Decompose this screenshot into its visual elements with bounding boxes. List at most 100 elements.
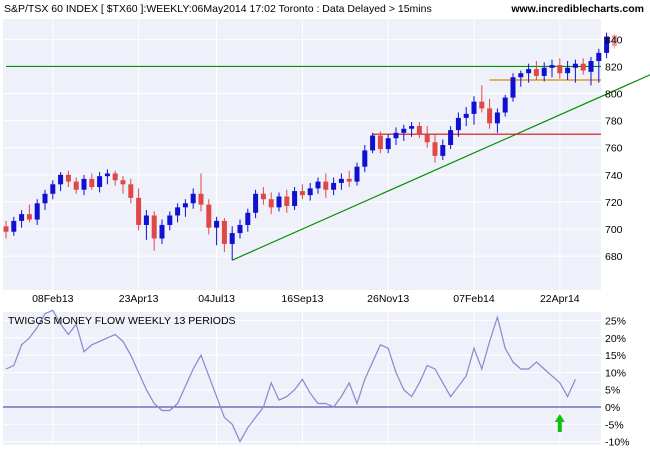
candle (370, 132, 376, 154)
candle-body (50, 184, 56, 194)
candle-body (323, 181, 329, 190)
candle (81, 174, 87, 196)
candle (448, 126, 454, 150)
x-tick-label: 07Feb14 (453, 293, 495, 305)
candle-body (253, 193, 259, 213)
candle (463, 107, 469, 127)
y-tick-label: 720 (605, 197, 623, 209)
money-flow-line (5, 309, 576, 443)
candle (510, 73, 516, 102)
candle (471, 96, 477, 125)
candle-body (3, 226, 9, 232)
candle-body (362, 150, 368, 167)
candle-body (533, 69, 539, 76)
candle (331, 177, 337, 196)
candle-body (463, 113, 469, 118)
candle (393, 127, 399, 146)
long-trendline (231, 74, 650, 261)
candle-body (338, 178, 344, 183)
candles-layer (3, 32, 617, 261)
candle (198, 173, 204, 212)
candle-body (604, 36, 610, 53)
candle (19, 210, 25, 228)
candle-body (42, 193, 48, 204)
candle (143, 210, 149, 240)
candle-body (331, 182, 337, 190)
candle-body (136, 197, 142, 225)
candle (104, 169, 110, 185)
candle (151, 211, 157, 251)
candle (175, 203, 181, 223)
candle (229, 226, 235, 261)
candle (541, 62, 547, 82)
candle (354, 162, 360, 186)
candle-body (565, 67, 571, 74)
x-tick-label: 22Apr14 (540, 293, 580, 305)
candle (502, 94, 508, 117)
candle (268, 192, 274, 215)
x-tick-label: 26Nov13 (367, 293, 409, 305)
candle (159, 219, 165, 244)
candle (97, 172, 103, 193)
candle-body (143, 215, 149, 225)
candle (315, 177, 321, 194)
x-tick-label: 08Feb13 (32, 293, 74, 305)
candle-body (19, 214, 25, 221)
candle-body (416, 126, 422, 135)
candle (416, 121, 422, 139)
candle-body (440, 145, 446, 156)
candle-body (354, 166, 360, 182)
candle-body (393, 132, 399, 139)
candle (346, 170, 352, 188)
candle-body (370, 135, 376, 151)
candle-body (572, 63, 578, 68)
candle-body (34, 203, 40, 220)
candle (338, 173, 344, 190)
indicator-y-tick-label: 10% (605, 367, 626, 379)
candle (65, 170, 71, 188)
candle (323, 173, 329, 198)
candle-body (557, 65, 563, 74)
candle-body (167, 215, 173, 225)
candle (120, 176, 126, 194)
candle-body (385, 138, 391, 150)
candle (377, 131, 383, 154)
candle (221, 218, 227, 253)
candle-body (346, 178, 352, 182)
candle-body (112, 173, 118, 181)
candle (533, 61, 539, 80)
candle (409, 121, 415, 137)
indicator-title: TWIGGS MONEY FLOW WEEKLY 13 PERIODS (8, 315, 236, 327)
candle (611, 33, 617, 49)
candle (112, 170, 118, 186)
candle-body (104, 173, 110, 177)
watermark[interactable]: www.incrediblecharts.com (510, 3, 644, 15)
candle-body (502, 97, 508, 113)
candle (89, 173, 95, 190)
candle (307, 182, 313, 201)
candle (580, 58, 586, 75)
candle-body (549, 65, 555, 68)
candle-body (214, 220, 220, 228)
candle-body (175, 207, 181, 216)
candle-body (81, 178, 87, 190)
candle-body (596, 52, 602, 62)
candle-body (276, 196, 282, 208)
candle-body (307, 188, 313, 196)
candle-body (198, 193, 204, 205)
indicator-y-tick-label: 25% (605, 316, 626, 328)
candle-body (494, 112, 500, 124)
x-tick-label: 04Jul13 (198, 293, 235, 305)
candle (299, 184, 305, 200)
candle (401, 124, 407, 141)
candle-body (448, 130, 454, 146)
candle (167, 211, 173, 231)
indicator-line-layer (3, 309, 601, 443)
candle (292, 187, 298, 211)
annotation-layer (6, 65, 650, 261)
candle (73, 177, 79, 194)
indicator-y-tick-label: 20% (605, 333, 626, 345)
candle-body (65, 174, 71, 182)
